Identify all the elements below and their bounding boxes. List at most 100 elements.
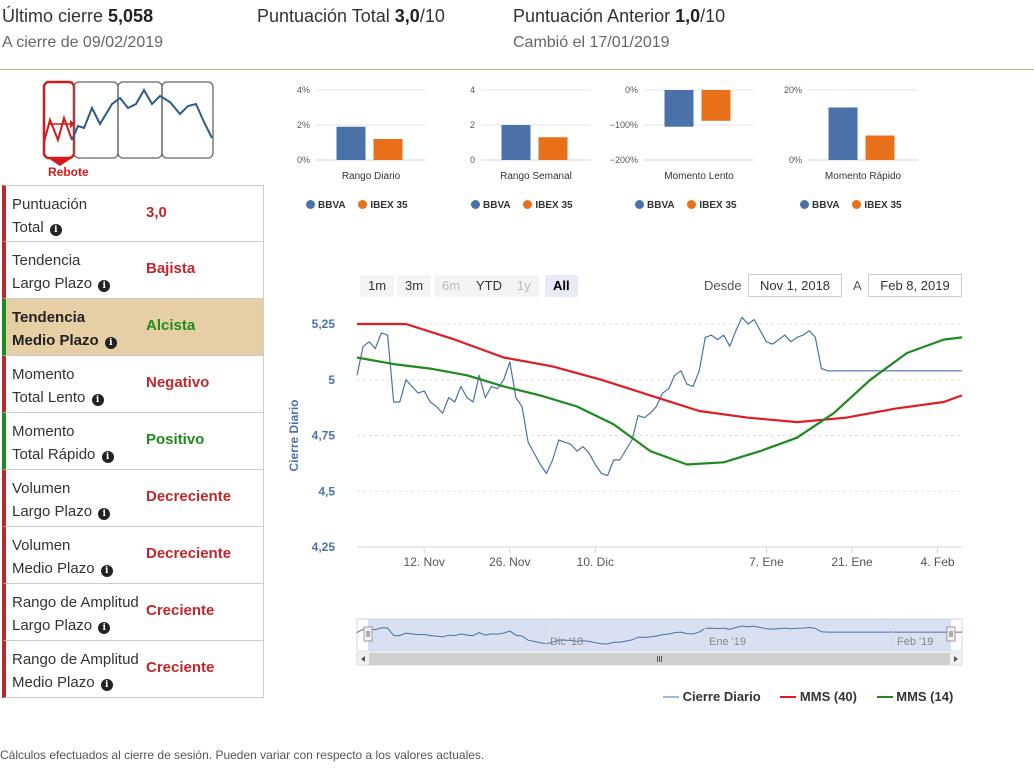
pattern-label: Rebote (48, 165, 89, 179)
mini-legend-3[interactable]: BBVA IBEX 35 (800, 200, 912, 211)
info-icon[interactable]: i (98, 508, 111, 520)
bar-bbva[interactable] (336, 126, 366, 160)
range-from-input[interactable]: Nov 1, 2018 (748, 274, 842, 297)
mini-chart-title: Momento Lento (664, 171, 734, 182)
legend-item-mms14[interactable]: MMS (14) (876, 689, 953, 704)
navigator-handle[interactable] (363, 626, 373, 642)
mini-chart-title: Rango Diario (342, 171, 401, 182)
pattern-blue-line (71, 87, 213, 141)
bar-ibex[interactable] (373, 139, 403, 160)
indicator-label-line1: Rango de Amplitud (12, 651, 139, 668)
bar-bbva[interactable] (828, 107, 858, 161)
legend-item-cierre[interactable]: Cierre Diario (663, 689, 761, 704)
y-tick-label: 4,5 (318, 484, 335, 498)
mini-tick-label: 0% (789, 155, 802, 165)
indicator-value: Decreciente (146, 488, 232, 505)
prev-score-value: 1,0 (675, 6, 701, 26)
main-legend[interactable]: Cierre Diario MMS (40) MMS (14) (663, 689, 953, 704)
series-mms-14[interactable] (356, 336, 963, 466)
mini-legend-2[interactable]: BBVA IBEX 35 (635, 200, 747, 211)
range-button-1m[interactable]: 1m (360, 275, 395, 297)
legend-dot-bbva (635, 200, 644, 209)
mini-tick-label: 2 (470, 120, 475, 130)
mini-tick-label: −100% (610, 120, 638, 130)
legend-swatch-mms14 (876, 696, 893, 698)
indicator-row: Puntuación Total i 3,0 (2, 185, 264, 242)
legend-item-mms40[interactable]: MMS (40) (780, 689, 857, 704)
total-score-block: Puntuación Total 3,0/10 (257, 6, 445, 27)
pattern-arrow-head (70, 120, 75, 128)
total-score-value: 3,0 (394, 6, 420, 26)
bar-ibex[interactable] (865, 135, 895, 161)
legend-dot-bbva (306, 200, 315, 209)
legend-dot-bbva (471, 200, 480, 209)
series-cierre-diario[interactable] (356, 316, 962, 477)
y-tick-label: 4,25 (312, 540, 336, 554)
range-to-input[interactable]: Feb 8, 2019 (868, 274, 962, 297)
total-score-label: Puntuación Total (257, 6, 390, 26)
indicator-label-line1: Volumen (12, 537, 71, 554)
bar-bbva[interactable] (664, 90, 694, 127)
indicator-value: Decreciente (146, 545, 232, 562)
last-close-value: 5,058 (108, 6, 154, 26)
pattern-frame-4 (161, 81, 214, 159)
range-button-all[interactable]: All (545, 275, 578, 297)
indicator-row: Volumen Medio Plazo i Decreciente (2, 527, 264, 584)
bar-ibex[interactable] (701, 90, 731, 121)
range-button-ytd[interactable]: YTD (468, 275, 510, 297)
range-button-3m[interactable]: 3m (397, 275, 432, 297)
legend-dot-bbva (800, 200, 809, 209)
info-icon[interactable]: i (98, 622, 111, 634)
mini-tick-label: 2% (297, 120, 310, 130)
info-icon[interactable]: i (101, 451, 114, 463)
mini-legend-0[interactable]: BBVA IBEX 35 (306, 200, 418, 211)
mini-chart-svg-3: 0% 20% Momento Rápido (784, 85, 918, 182)
x-tick-label: 12. Nov (404, 555, 445, 569)
mini-chart-svg-0: 0% 2% 4% Rango Diario (297, 85, 426, 182)
pattern-frame-3 (117, 81, 163, 159)
bar-bbva[interactable] (501, 125, 531, 160)
indicator-label-line1: Puntuación (12, 196, 88, 213)
changed-date: Cambió el 17/01/2019 (513, 34, 670, 51)
indicator-label-line1: Rango de Amplitud (12, 594, 139, 611)
info-icon[interactable]: i (100, 565, 113, 577)
navigator-series (356, 625, 962, 645)
legend-dot-ibex (523, 200, 533, 209)
indicator-row: Tendencia Medio Plazo i Alcista (2, 299, 264, 356)
scroll-left-arrow-icon[interactable] (361, 656, 365, 662)
legend-bbva: BBVA (318, 200, 346, 211)
x-tick-label: 4. Feb (921, 555, 955, 569)
indicator-label: Volumen Largo Plazo i (12, 477, 111, 523)
y-axis-label: Cierre Diario (287, 399, 301, 471)
series-mms-40[interactable] (357, 322, 963, 424)
indicator-label-line2: Largo Plazo (12, 503, 93, 520)
prev-score-block: Puntuación Anterior 1,0/10 Cambió el 17/… (513, 6, 725, 52)
summary-header: Último cierre 5,058 A cierre de 09/02/20… (0, 0, 1034, 70)
indicator-row: Rango de Amplitud Largo Plazo i Creciente (2, 584, 264, 641)
last-close-label: Último cierre (2, 6, 104, 26)
info-icon[interactable]: i (49, 224, 62, 236)
indicator-value: Negativo (146, 374, 210, 391)
indicator-label: Momento Total Lento i (12, 363, 104, 409)
info-icon[interactable]: i (104, 337, 117, 349)
indicator-label-line2: Total Rápido (12, 446, 96, 463)
info-icon[interactable]: i (91, 394, 104, 406)
range-button-6m[interactable]: 6m (434, 275, 469, 297)
indicator-value: Bajista (146, 260, 196, 277)
legend-swatch-mms40 (780, 696, 797, 698)
indicator-label-line1: Momento (12, 366, 75, 383)
indicator-value: Alcista (146, 317, 196, 334)
bar-ibex[interactable] (538, 137, 568, 160)
indicator-label-line2: Total Lento (12, 389, 86, 406)
navigator-handle[interactable] (946, 626, 956, 642)
info-icon[interactable]: i (98, 280, 111, 292)
scroll-right-arrow-icon[interactable] (954, 656, 958, 662)
mini-legend-1[interactable]: BBVA IBEX 35 (471, 200, 583, 211)
range-button-1y[interactable]: 1y (509, 275, 539, 297)
indicator-label: Volumen Medio Plazo i (12, 534, 113, 580)
mini-chart-title: Momento Rápido (825, 171, 902, 182)
info-icon[interactable]: i (100, 679, 113, 691)
mini-tick-label: −200% (610, 155, 638, 165)
footer-note: Cálculos efectuados al cierre de sesión.… (0, 748, 485, 762)
pattern-pointer (48, 158, 72, 166)
